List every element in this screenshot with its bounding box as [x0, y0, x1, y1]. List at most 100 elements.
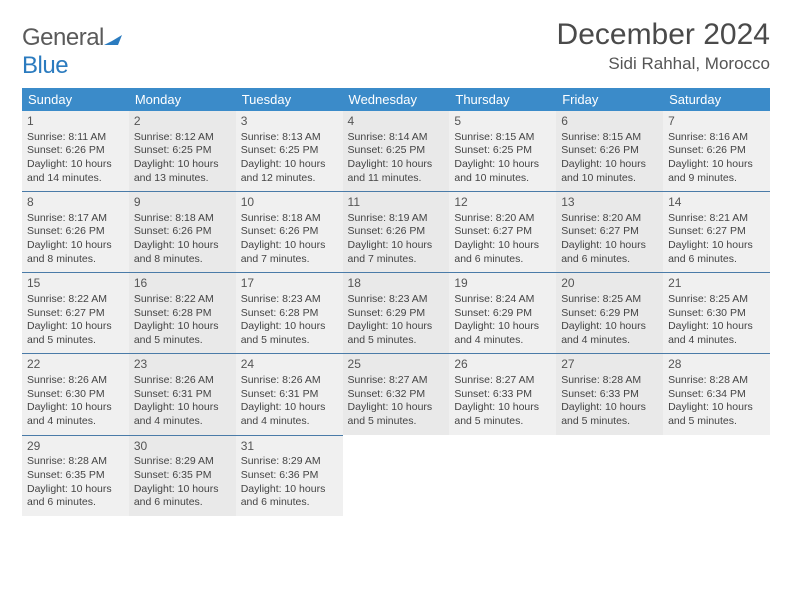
calendar-day-cell	[343, 435, 450, 516]
calendar-day-cell: 24Sunrise: 8:26 AMSunset: 6:31 PMDayligh…	[236, 354, 343, 435]
day-number: 22	[27, 357, 124, 373]
daylight-text: Daylight: 10 hours and 6 minutes.	[27, 483, 124, 510]
sunset-text: Sunset: 6:32 PM	[348, 388, 445, 402]
daylight-text: Daylight: 10 hours and 8 minutes.	[134, 239, 231, 266]
calendar-day-cell	[449, 435, 556, 516]
sunrise-text: Sunrise: 8:25 AM	[561, 293, 658, 307]
day-number: 14	[668, 195, 765, 211]
sunrise-text: Sunrise: 8:26 AM	[241, 374, 338, 388]
calendar-day-cell: 10Sunrise: 8:18 AMSunset: 6:26 PMDayligh…	[236, 192, 343, 273]
calendar-day-cell: 30Sunrise: 8:29 AMSunset: 6:35 PMDayligh…	[129, 435, 236, 516]
calendar-day-cell: 1Sunrise: 8:11 AMSunset: 6:26 PMDaylight…	[22, 111, 129, 192]
sunrise-text: Sunrise: 8:13 AM	[241, 131, 338, 145]
sunrise-text: Sunrise: 8:27 AM	[348, 374, 445, 388]
sunrise-text: Sunrise: 8:25 AM	[668, 293, 765, 307]
sunrise-text: Sunrise: 8:15 AM	[561, 131, 658, 145]
sunrise-text: Sunrise: 8:21 AM	[668, 212, 765, 226]
day-number: 17	[241, 276, 338, 292]
calendar-day-cell: 5Sunrise: 8:15 AMSunset: 6:25 PMDaylight…	[449, 111, 556, 192]
calendar-day-cell: 15Sunrise: 8:22 AMSunset: 6:27 PMDayligh…	[22, 273, 129, 354]
sunrise-text: Sunrise: 8:12 AM	[134, 131, 231, 145]
logo: GeneralBlue	[22, 24, 122, 80]
sunrise-text: Sunrise: 8:16 AM	[668, 131, 765, 145]
daylight-text: Daylight: 10 hours and 5 minutes.	[561, 401, 658, 428]
calendar-day-cell: 25Sunrise: 8:27 AMSunset: 6:32 PMDayligh…	[343, 354, 450, 435]
day-number: 21	[668, 276, 765, 292]
day-number: 19	[454, 276, 551, 292]
header: GeneralBlue December 2024 Sidi Rahhal, M…	[22, 18, 770, 80]
sunrise-text: Sunrise: 8:17 AM	[27, 212, 124, 226]
day-number: 7	[668, 114, 765, 130]
daylight-text: Daylight: 10 hours and 7 minutes.	[241, 239, 338, 266]
sunset-text: Sunset: 6:26 PM	[27, 144, 124, 158]
calendar-day-cell: 9Sunrise: 8:18 AMSunset: 6:26 PMDaylight…	[129, 192, 236, 273]
sunrise-text: Sunrise: 8:26 AM	[134, 374, 231, 388]
day-number: 2	[134, 114, 231, 130]
daylight-text: Daylight: 10 hours and 5 minutes.	[348, 401, 445, 428]
daylight-text: Daylight: 10 hours and 8 minutes.	[27, 239, 124, 266]
logo-text-general: General	[22, 24, 104, 51]
calendar-day-cell: 21Sunrise: 8:25 AMSunset: 6:30 PMDayligh…	[663, 273, 770, 354]
daylight-text: Daylight: 10 hours and 5 minutes.	[348, 320, 445, 347]
sunset-text: Sunset: 6:36 PM	[241, 469, 338, 483]
sunrise-text: Sunrise: 8:23 AM	[241, 293, 338, 307]
calendar-day-cell	[556, 435, 663, 516]
day-header: Saturday	[663, 88, 770, 111]
sunrise-text: Sunrise: 8:28 AM	[27, 455, 124, 469]
sunset-text: Sunset: 6:31 PM	[241, 388, 338, 402]
day-number: 15	[27, 276, 124, 292]
calendar-day-cell: 8Sunrise: 8:17 AMSunset: 6:26 PMDaylight…	[22, 192, 129, 273]
calendar-day-cell: 29Sunrise: 8:28 AMSunset: 6:35 PMDayligh…	[22, 435, 129, 516]
calendar-day-cell: 13Sunrise: 8:20 AMSunset: 6:27 PMDayligh…	[556, 192, 663, 273]
sunset-text: Sunset: 6:26 PM	[27, 225, 124, 239]
daylight-text: Daylight: 10 hours and 6 minutes.	[454, 239, 551, 266]
daylight-text: Daylight: 10 hours and 7 minutes.	[348, 239, 445, 266]
sunrise-text: Sunrise: 8:26 AM	[27, 374, 124, 388]
daylight-text: Daylight: 10 hours and 5 minutes.	[27, 320, 124, 347]
daylight-text: Daylight: 10 hours and 5 minutes.	[134, 320, 231, 347]
day-number: 12	[454, 195, 551, 211]
day-number: 3	[241, 114, 338, 130]
daylight-text: Daylight: 10 hours and 13 minutes.	[134, 158, 231, 185]
daylight-text: Daylight: 10 hours and 6 minutes.	[134, 483, 231, 510]
sunrise-text: Sunrise: 8:23 AM	[348, 293, 445, 307]
calendar-day-cell: 31Sunrise: 8:29 AMSunset: 6:36 PMDayligh…	[236, 435, 343, 516]
daylight-text: Daylight: 10 hours and 12 minutes.	[241, 158, 338, 185]
daylight-text: Daylight: 10 hours and 4 minutes.	[668, 320, 765, 347]
sunset-text: Sunset: 6:25 PM	[454, 144, 551, 158]
sunrise-text: Sunrise: 8:29 AM	[241, 455, 338, 469]
calendar-day-cell: 19Sunrise: 8:24 AMSunset: 6:29 PMDayligh…	[449, 273, 556, 354]
daylight-text: Daylight: 10 hours and 4 minutes.	[134, 401, 231, 428]
sunrise-text: Sunrise: 8:22 AM	[27, 293, 124, 307]
sunset-text: Sunset: 6:26 PM	[668, 144, 765, 158]
sunrise-text: Sunrise: 8:29 AM	[134, 455, 231, 469]
month-title: December 2024	[557, 18, 770, 52]
day-number: 1	[27, 114, 124, 130]
title-block: December 2024 Sidi Rahhal, Morocco	[557, 18, 770, 74]
sunrise-text: Sunrise: 8:18 AM	[241, 212, 338, 226]
day-number: 20	[561, 276, 658, 292]
daylight-text: Daylight: 10 hours and 4 minutes.	[561, 320, 658, 347]
day-header: Tuesday	[236, 88, 343, 111]
day-number: 28	[668, 357, 765, 373]
daylight-text: Daylight: 10 hours and 5 minutes.	[668, 401, 765, 428]
daylight-text: Daylight: 10 hours and 10 minutes.	[561, 158, 658, 185]
sunrise-text: Sunrise: 8:18 AM	[134, 212, 231, 226]
sunset-text: Sunset: 6:28 PM	[241, 307, 338, 321]
location: Sidi Rahhal, Morocco	[557, 54, 770, 74]
sunset-text: Sunset: 6:27 PM	[561, 225, 658, 239]
calendar-day-cell: 26Sunrise: 8:27 AMSunset: 6:33 PMDayligh…	[449, 354, 556, 435]
daylight-text: Daylight: 10 hours and 5 minutes.	[454, 401, 551, 428]
day-number: 5	[454, 114, 551, 130]
sunset-text: Sunset: 6:30 PM	[668, 307, 765, 321]
sunset-text: Sunset: 6:26 PM	[241, 225, 338, 239]
sunrise-text: Sunrise: 8:27 AM	[454, 374, 551, 388]
day-number: 4	[348, 114, 445, 130]
logo-text-blue: Blue	[22, 52, 68, 79]
sunrise-text: Sunrise: 8:24 AM	[454, 293, 551, 307]
day-number: 13	[561, 195, 658, 211]
daylight-text: Daylight: 10 hours and 5 minutes.	[241, 320, 338, 347]
daylight-text: Daylight: 10 hours and 14 minutes.	[27, 158, 124, 185]
daylight-text: Daylight: 10 hours and 11 minutes.	[348, 158, 445, 185]
sunset-text: Sunset: 6:29 PM	[348, 307, 445, 321]
